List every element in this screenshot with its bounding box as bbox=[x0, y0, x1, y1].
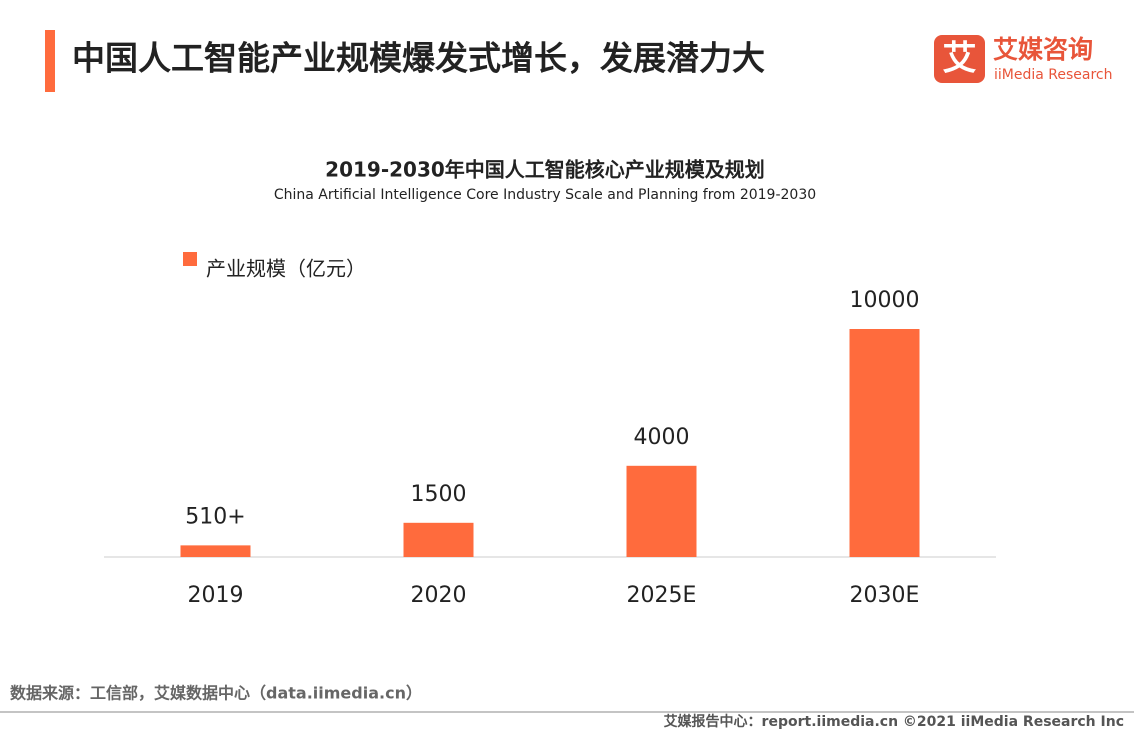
logo-icon-bg bbox=[934, 35, 985, 83]
value-label: 10000 bbox=[850, 288, 920, 313]
legend-swatch bbox=[183, 252, 197, 266]
footer: 艾媒报告中心：report.iimedia.cn ©2021 iiMedia R… bbox=[664, 713, 1124, 730]
header-accent bbox=[45, 30, 55, 92]
value-label: 510+ bbox=[185, 504, 245, 529]
chart-subtitle: China Artificial Intelligence Core Indus… bbox=[274, 187, 816, 203]
bar bbox=[180, 545, 251, 557]
legend-label: 产业规模（亿元） bbox=[206, 257, 366, 281]
value-label: 1500 bbox=[411, 482, 467, 507]
logo-icon: 艾 bbox=[943, 39, 977, 79]
bar bbox=[849, 329, 920, 557]
logo-english: iiMedia Research bbox=[994, 67, 1113, 83]
bar bbox=[403, 522, 474, 557]
logo-name: 艾媒咨询 bbox=[993, 35, 1093, 64]
x-tick-label: 2025E bbox=[627, 583, 697, 608]
chart-title: 2019-2030年中国人工智能核心产业规模及规划 bbox=[325, 158, 765, 182]
source: 数据来源：工信部，艾媒数据中心（data.iimedia.cn） bbox=[10, 684, 422, 703]
value-label: 4000 bbox=[634, 425, 690, 450]
x-tick-label: 2020 bbox=[411, 583, 467, 608]
bar bbox=[626, 465, 697, 557]
x-tick-label: 2030E bbox=[850, 583, 920, 608]
header-title: 中国人工智能产业规模爆发式增长，发展潜力大 bbox=[72, 39, 765, 78]
x-tick-label: 2019 bbox=[188, 583, 244, 608]
